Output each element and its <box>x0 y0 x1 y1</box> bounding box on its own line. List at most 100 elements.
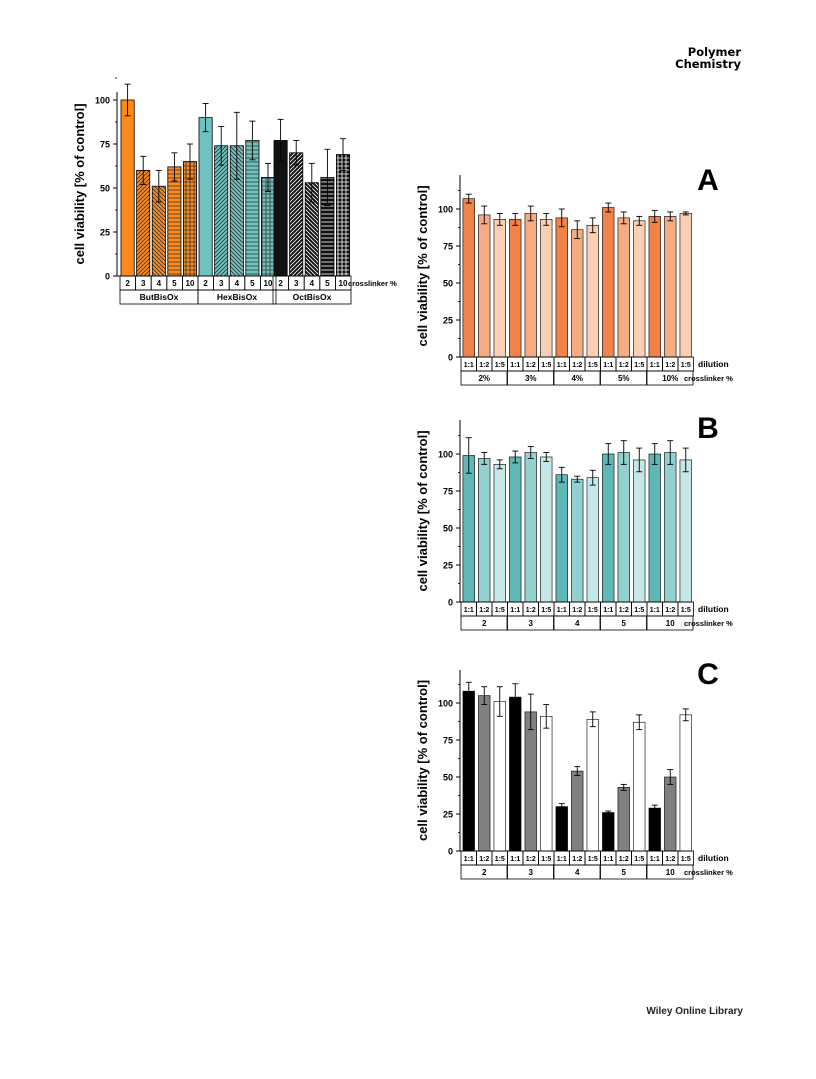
summary-category-label: 2 <box>125 279 130 288</box>
panel-c-bar <box>617 787 630 852</box>
panel-a-dilution-label: 1:1 <box>650 362 660 369</box>
panel-a-dilution-label: 1:1 <box>510 362 520 369</box>
panel-a-dilution-label: 1:1 <box>557 362 567 369</box>
panel-c-bar <box>478 695 491 852</box>
panel-c-y-tick-label: 100 <box>438 699 453 709</box>
panel-c-group-label: 3 <box>529 868 534 877</box>
summary-bar <box>335 154 350 277</box>
panel-a-group-cell <box>600 370 647 386</box>
panel-a-dilution-label: 1:5 <box>681 362 691 369</box>
panel-a-bar <box>509 219 522 358</box>
panel-c-dilution-label: 1:2 <box>526 856 536 863</box>
panel-c-group-cell <box>460 864 508 880</box>
panel-b-bar <box>555 474 568 603</box>
panel-c-bar <box>648 807 661 852</box>
panel-c-dilution-label: 1:1 <box>510 856 520 863</box>
summary-group-label: OctBisOx <box>293 292 332 302</box>
panel-a-group-cell <box>507 370 554 386</box>
panel-c-crosslinker-row-label: crosslinker % <box>684 868 733 877</box>
panel-a-bar <box>493 219 506 358</box>
panel-a-group-label: 4% <box>571 374 583 383</box>
panel-b-bar <box>478 458 491 603</box>
summary-y-tick-label: 50 <box>100 184 110 194</box>
panel-c-bar <box>509 696 522 852</box>
panel-b-group-label: 2 <box>482 619 487 628</box>
panel-a-bar <box>633 220 646 358</box>
panel-c-dilution-label: 1:1 <box>650 856 660 863</box>
panel-c-group-label: 10 <box>666 868 675 877</box>
panel-a-group-label: 2% <box>478 374 490 383</box>
panel-b-group-label: 5 <box>622 619 627 628</box>
panel-c-group-cell <box>600 864 647 880</box>
panel-c-group-label: 2 <box>482 868 487 877</box>
panel-c-dilution-label: 1:5 <box>495 856 505 863</box>
panel-b-bar <box>540 456 553 603</box>
panel-c-bar <box>664 776 677 852</box>
panel-a-dilution-label: 1:5 <box>588 362 598 369</box>
panel-c-dilution-label: 1:5 <box>588 856 598 863</box>
panel-c-y-axis-label: cell viability [% of control] <box>415 680 430 841</box>
summary-category-label: 3 <box>141 279 146 288</box>
panel-a-group-cell <box>553 370 601 386</box>
panel-b-bar <box>509 456 522 603</box>
panel-b-dilution-label: 1:2 <box>665 607 675 614</box>
panel-a-bar <box>571 229 584 358</box>
summary-category-label: 10 <box>264 279 273 288</box>
panel-b-dilution-label: 1:1 <box>650 607 660 614</box>
panel-a-crosslinker-row-label: crosslinker % <box>684 374 733 383</box>
panel-c-dilution-label: 1:2 <box>619 856 629 863</box>
panel-a-bar <box>555 217 568 358</box>
summary-category-label: 2 <box>203 279 208 288</box>
panel-b-dilution-label: 1:5 <box>681 607 691 614</box>
panel-b-y-tick-label: 50 <box>443 524 453 534</box>
panel-c-dilution-label: 1:2 <box>572 856 582 863</box>
panel-b-dilution-label: 1:2 <box>526 607 536 614</box>
panel-c-bar <box>679 714 692 852</box>
panel-c-bar <box>633 721 646 852</box>
panel-c-dilution-label: 1:2 <box>479 856 489 863</box>
panel-b-y-tick-label: 0 <box>448 598 453 608</box>
panel-b-crosslinker-row-label: crosslinker % <box>684 619 733 628</box>
panel-a-y-axis-label: cell viability [% of control] <box>415 185 430 346</box>
panel-b-panel-letter: B <box>697 412 719 445</box>
panel-b-bar <box>602 453 615 603</box>
panel-b-dilution-label: 1:5 <box>495 607 505 614</box>
panel-c-group-cell <box>646 864 694 880</box>
panel-b-bar <box>633 459 646 603</box>
summary-category-label: 10 <box>186 279 195 288</box>
panel-b-dilution-label: 1:1 <box>603 607 613 614</box>
panel-a-bar <box>540 219 553 358</box>
panel-c-dilution-label: 1:2 <box>665 856 675 863</box>
panel-c-panel-letter: C <box>697 658 719 691</box>
panel-b-y-tick-label: 75 <box>443 487 453 497</box>
panel-c-group-cell <box>553 864 601 880</box>
summary-y-tick-label: 25 <box>100 228 110 238</box>
summary-bar <box>120 99 135 277</box>
panel-b-group-label: 4 <box>575 619 580 628</box>
summary-category-label: 5 <box>325 279 330 288</box>
publisher-footer: Wiley Online Library <box>646 1006 743 1017</box>
panel-b-bar <box>617 452 630 603</box>
summary-category-label: 3 <box>219 279 224 288</box>
panel-a-bar <box>602 207 615 358</box>
panel-a-dilution-label: 1:1 <box>603 362 613 369</box>
panel-b-group-cell <box>507 615 554 631</box>
panel-a-bar <box>679 213 692 358</box>
panel-c-bar <box>571 770 584 852</box>
panel-a-dilution-label: 1:2 <box>572 362 582 369</box>
panel-a-dilution-label: 1:2 <box>479 362 489 369</box>
summary-bar <box>260 177 275 277</box>
panel-c-dilution-label: 1:5 <box>541 856 551 863</box>
summary-group-label: HexBisOx <box>217 292 257 302</box>
panel-a-dilution-label: 1:5 <box>541 362 551 369</box>
summary-category-label: 2 <box>278 279 283 288</box>
panel-a-group-cell <box>460 370 508 386</box>
panel-a-dilution-label: 1:2 <box>619 362 629 369</box>
panel-a-bar <box>586 224 599 358</box>
panel-b-bar <box>679 459 692 603</box>
summary-group-cell <box>272 289 352 305</box>
panel-a-bar <box>648 216 661 358</box>
panel-c-y-tick-label: 75 <box>443 736 453 746</box>
panel-b-dilution-label: 1:2 <box>572 607 582 614</box>
